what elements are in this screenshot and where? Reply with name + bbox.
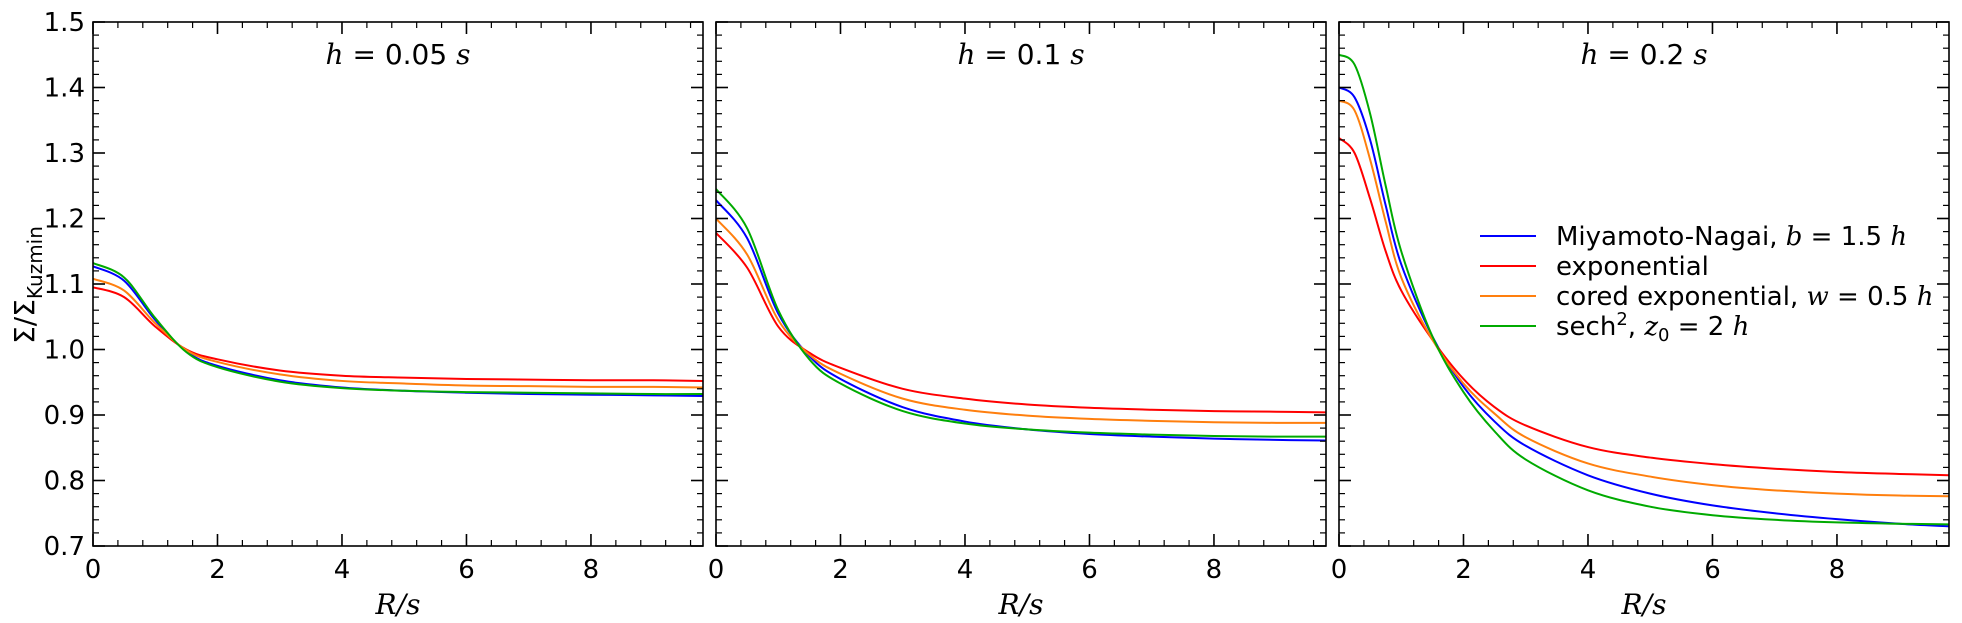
x-tick-label: 4: [957, 555, 974, 585]
legend-entry-3: cored exponential, w = 0.5 h: [1556, 282, 1933, 312]
plot-frame: [715, 21, 1327, 547]
plot-frame: [92, 21, 704, 547]
x-tick-label: 4: [334, 555, 351, 585]
x-tick-label: 2: [1455, 555, 1472, 585]
legend-entry-1: Miyamoto-Nagai, b = 1.5 h: [1556, 222, 1907, 252]
y-tick-label: 1.2: [44, 205, 85, 235]
panel-2: 0 2 4 6 8 h = 0.1 s R/s: [708, 21, 1327, 621]
y-tick-label: 0.7: [44, 532, 85, 562]
series-line-3: [716, 217, 1326, 424]
panel-3: 0 2 4 6 8 h = 0.2 s R/s: [1331, 21, 1950, 621]
legend-entry-4: sech2, z0 = 2 h: [1556, 309, 1749, 346]
x-tick-label: 8: [583, 555, 600, 585]
series-line-2: [716, 232, 1326, 414]
y-tick-label: 1.3: [44, 139, 85, 169]
x-tick-label: 2: [209, 555, 226, 585]
x-tick-label: 8: [1829, 555, 1846, 585]
series-line-1: [716, 199, 1326, 442]
y-tick-label: 1.4: [44, 74, 85, 104]
x-axis-label: R/s: [1621, 588, 1667, 621]
y-axis-label-text: Σ/ΣKuzmin: [8, 226, 47, 344]
panel-1: 0 2 4 6 8 0.7 0.8 0.9 1.0 1.1 1.2 1.3 1.4 1.5 h = 0.05…: [44, 8, 704, 621]
y-ticks: [716, 21, 1326, 547]
x-ticks: [1338, 22, 1938, 546]
series-line-2: [1339, 137, 1949, 477]
y-tick-label: 0.9: [44, 401, 85, 431]
series-line-4: [93, 262, 703, 396]
x-tick-label: 6: [1704, 555, 1721, 585]
legend-entry-2: exponential: [1556, 252, 1709, 282]
y-tick-label: 1.0: [44, 336, 85, 366]
y-tick-label: 1.5: [44, 8, 85, 38]
x-ticks: [92, 22, 692, 546]
y-ticks: [93, 21, 703, 547]
series-line-3: [93, 277, 703, 389]
panel-title: h = 0.05 s: [326, 38, 471, 71]
x-tick-label: 6: [458, 555, 475, 585]
x-tick-label: 0: [1331, 555, 1348, 585]
x-axis-label: R/s: [998, 588, 1044, 621]
curves: [1339, 53, 1949, 528]
curves: [716, 188, 1326, 442]
legend: Miyamoto-Nagai, b = 1.5 hexponentialcore…: [1480, 222, 1933, 346]
y-tick-label: 0.8: [44, 467, 85, 497]
series-line-4: [716, 188, 1326, 438]
series-line-1: [1339, 86, 1949, 528]
x-ticks: [715, 22, 1315, 546]
y-ticks: [1339, 21, 1949, 547]
x-tick-label: 8: [1206, 555, 1223, 585]
x-tick-label: 0: [85, 555, 102, 585]
x-tick-label: 4: [1580, 555, 1597, 585]
y-tick-label: 1.1: [44, 270, 85, 300]
panel-title: h = 0.2 s: [1580, 38, 1707, 71]
series-line-4: [1339, 53, 1949, 526]
panels: 0 2 4 6 8 0.7 0.8 0.9 1.0 1.1 1.2 1.3 1.4 1.5 h = 0.05…: [44, 8, 1950, 621]
curves: [93, 262, 703, 397]
y-axis-label: Σ/ΣKuzmin: [8, 226, 47, 344]
x-tick-label: 6: [1081, 555, 1098, 585]
panel-title: h = 0.1 s: [957, 38, 1084, 71]
x-tick-label: 2: [832, 555, 849, 585]
series-line-2: [93, 286, 703, 382]
series-line-3: [1339, 99, 1949, 498]
x-axis-label: R/s: [375, 588, 421, 621]
x-tick-label: 0: [708, 555, 725, 585]
